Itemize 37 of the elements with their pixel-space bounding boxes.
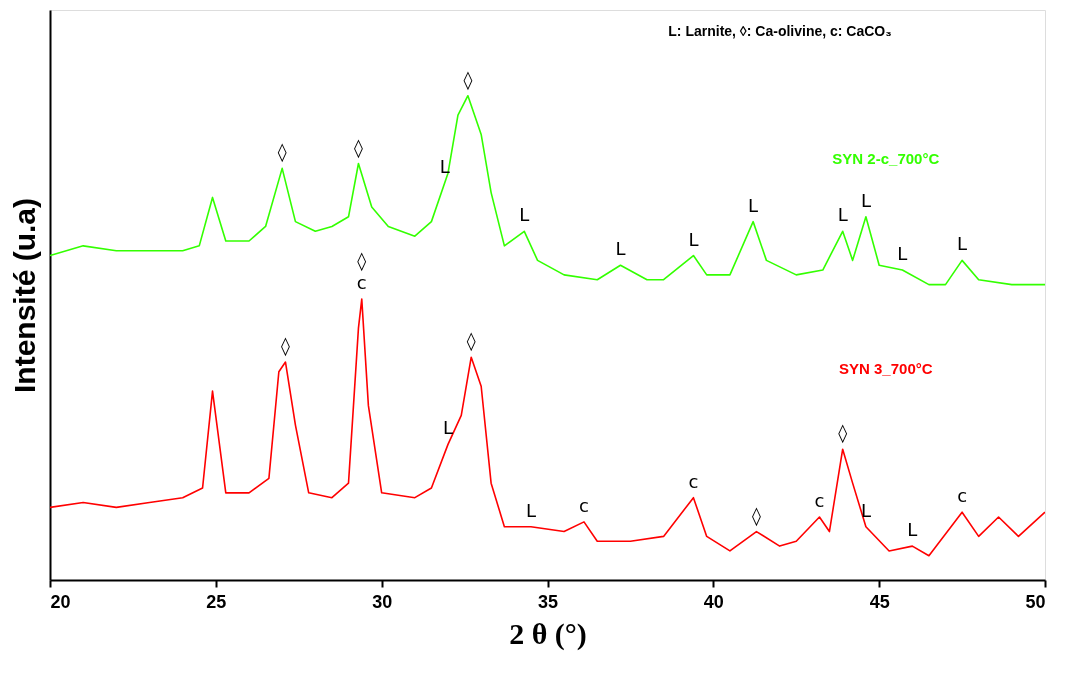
y-axis-title: Intensité (u.a) bbox=[7, 197, 41, 394]
x-tick-label: 50 bbox=[1025, 591, 1046, 612]
annotation: ◊ bbox=[463, 68, 473, 91]
annotation: L bbox=[907, 519, 918, 541]
x-tick-label: 25 bbox=[206, 591, 227, 612]
annotation: ◊ bbox=[357, 250, 367, 273]
x-tick-label: 35 bbox=[537, 591, 559, 612]
annotation: ◊ bbox=[281, 335, 291, 358]
annotation: L bbox=[748, 194, 759, 216]
annotation: L bbox=[860, 499, 871, 521]
annotation: c bbox=[814, 490, 825, 512]
x-tick-label: 30 bbox=[372, 591, 393, 612]
text: L: Larnite, ◊: Ca-olivine, c: CaCO₃ bbox=[668, 23, 892, 39]
annotation: L bbox=[442, 417, 454, 439]
annotation: c bbox=[957, 485, 968, 507]
annotation: ◊ bbox=[752, 504, 761, 527]
annotation: L bbox=[615, 238, 626, 260]
annotation: L bbox=[688, 228, 699, 250]
annotation: c bbox=[688, 470, 699, 492]
annotation: L bbox=[897, 243, 908, 265]
annotation: ◊ bbox=[277, 141, 287, 164]
x-tick-label: 20 bbox=[50, 591, 71, 612]
x-axis-title: 2 θ (°) bbox=[509, 616, 587, 651]
annotation: L bbox=[837, 204, 848, 226]
text: SYN 3_700°C bbox=[839, 360, 933, 378]
annotation: L bbox=[525, 499, 536, 521]
annotation: L bbox=[860, 189, 871, 211]
annotation: c bbox=[356, 272, 367, 294]
annotation: ◊ bbox=[838, 422, 848, 445]
annotation: L bbox=[957, 233, 968, 255]
annotation: ◊ bbox=[354, 136, 363, 159]
x-tick-label: 40 bbox=[703, 591, 724, 612]
annotation: L bbox=[519, 204, 530, 226]
x-tick-label: 45 bbox=[869, 591, 890, 612]
annotation: c bbox=[579, 494, 589, 516]
text: SYN 2-c_700°C bbox=[832, 149, 940, 167]
annotation: ◊ bbox=[466, 330, 476, 353]
